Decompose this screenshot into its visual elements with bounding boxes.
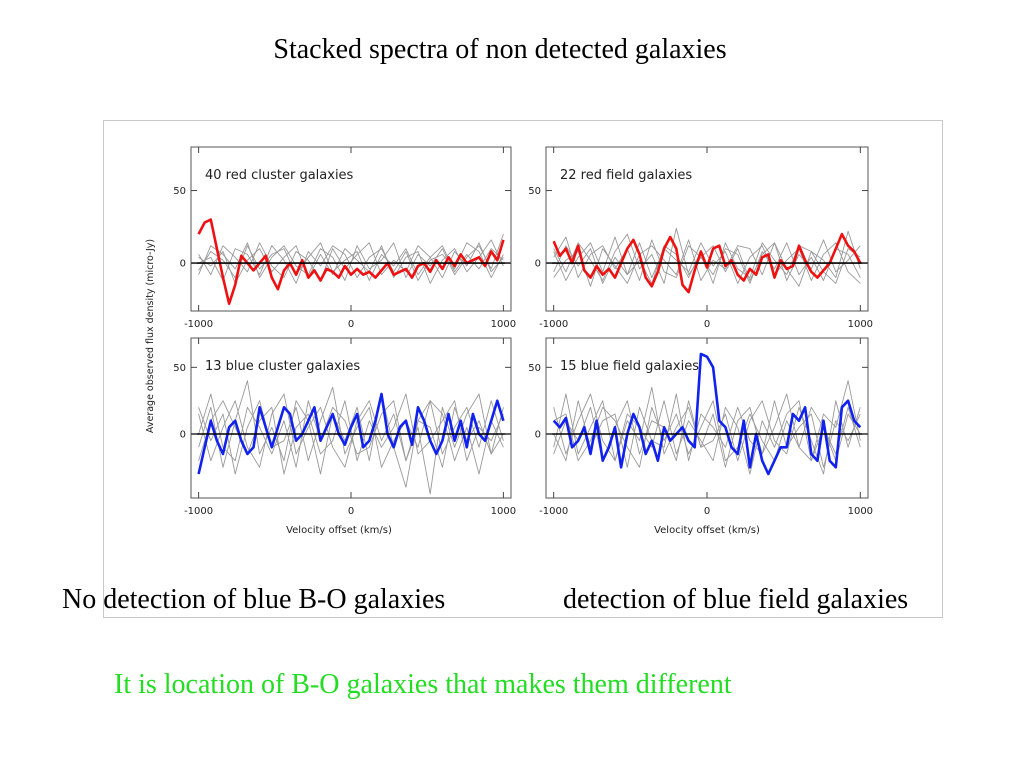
x-tick-label: -1000 (539, 319, 568, 330)
panel-title: 15 blue field galaxies (560, 359, 699, 374)
individual-spectrum-line (198, 239, 504, 284)
conclusion-text: It is location of B-O galaxies that make… (114, 669, 732, 700)
x-axis-label-right: Velocity offset (km/s) (654, 525, 760, 536)
slide-title: Stacked spectra of non detected galaxies (273, 34, 727, 65)
y-tick-label: 0 (180, 259, 186, 270)
x-axis-label-left: Velocity offset (km/s) (286, 525, 392, 536)
x-tick-label: 0 (704, 319, 710, 330)
y-tick-label: 0 (535, 259, 541, 270)
caption-left: No detection of blue B-O galaxies (62, 584, 446, 615)
x-tick-label: 1000 (491, 506, 516, 517)
individual-spectrum-line (198, 393, 504, 468)
y-tick-label: 0 (180, 430, 186, 441)
individual-spectrum-line (553, 393, 861, 468)
x-tick-label: 1000 (848, 319, 873, 330)
panel-4: -1000 0 1000 0 50 15 blue field galaxies (528, 337, 873, 517)
y-tick-label: 50 (528, 186, 541, 197)
y-tick-label: 50 (528, 363, 541, 374)
individual-spectrum-line (198, 393, 504, 495)
stacked-spectrum-line (552, 232, 862, 294)
stacked-spectrum-line (552, 352, 862, 476)
individual-spectrum-line (553, 380, 861, 468)
x-tick-label: 1000 (848, 506, 873, 517)
x-tick-label: -1000 (184, 506, 213, 517)
figure-frame (103, 120, 943, 618)
y-axis-label: Average observed flux density (micro-Jy) (145, 239, 156, 433)
y-tick-label: 50 (173, 186, 186, 197)
panel-title: 22 red field galaxies (560, 168, 692, 183)
individual-spectrum-line (553, 227, 861, 287)
panel-series-group (197, 380, 505, 495)
individual-spectrum-line (553, 393, 861, 475)
panel-title: 40 red cluster galaxies (205, 168, 354, 183)
panel-2: -1000 0 1000 0 50 22 red field galaxies (528, 146, 873, 330)
panel-1: -1000 0 1000 0 50 40 red cluster galaxies (173, 146, 516, 330)
panel-series-group (552, 352, 862, 476)
x-tick-label: 1000 (491, 319, 516, 330)
y-tick-label: 50 (173, 363, 186, 374)
panel-title: 13 blue cluster galaxies (205, 359, 360, 374)
individual-spectrum-line (553, 400, 861, 468)
x-tick-label: 0 (348, 506, 354, 517)
panel-series-group (197, 218, 505, 305)
panel-series-group (552, 227, 862, 294)
caption-right: detection of blue field galaxies (563, 584, 909, 615)
panel-3: -1000 0 1000 0 50 13 blue cluster galaxies (173, 337, 516, 517)
x-tick-label: 0 (348, 319, 354, 330)
stacked-spectrum-line (197, 392, 505, 475)
individual-spectrum-line (198, 386, 504, 475)
x-tick-label: -1000 (184, 319, 213, 330)
x-tick-label: 0 (704, 506, 710, 517)
individual-spectrum-line (553, 242, 861, 284)
y-tick-label: 0 (535, 430, 541, 441)
x-tick-label: -1000 (539, 506, 568, 517)
